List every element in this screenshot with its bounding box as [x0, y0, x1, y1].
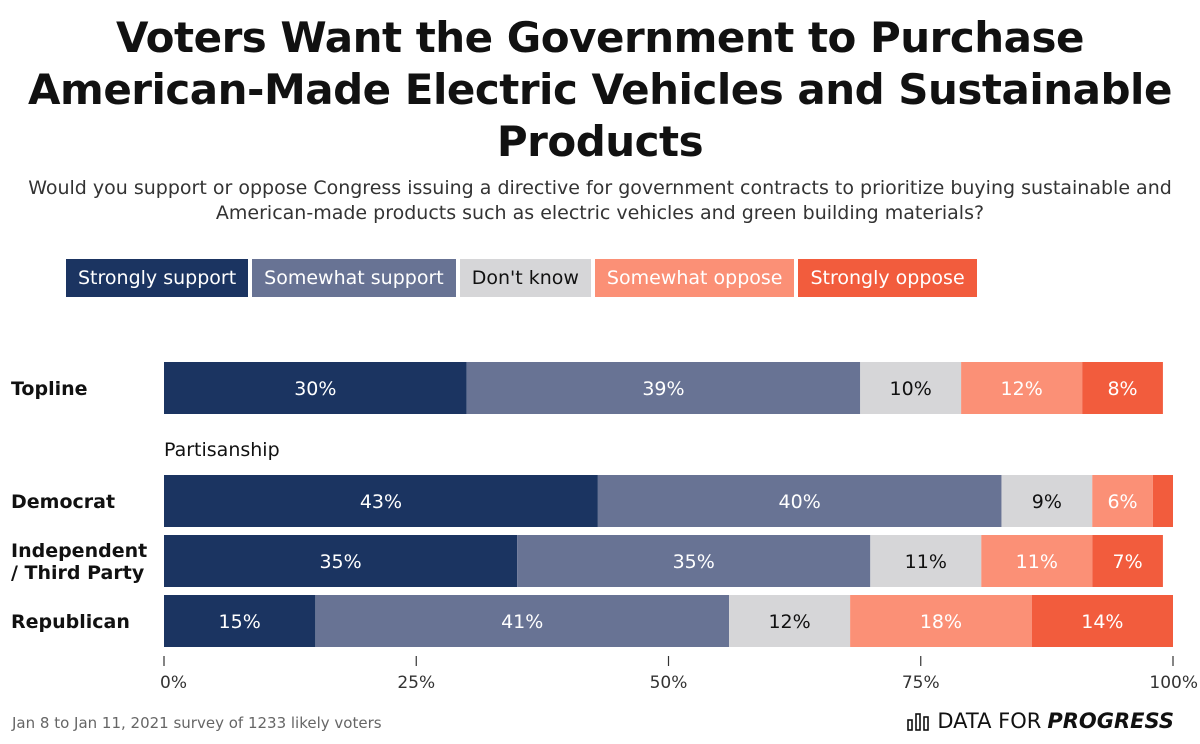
- chart-title: Voters Want the Government to Purchase A…: [28, 13, 1172, 166]
- data-label-independent-third-party-strongly-support: 35%: [319, 551, 361, 573]
- data-label-independent-third-party-strongly-oppose: 7%: [1113, 551, 1143, 573]
- bar-chart-icon: [907, 713, 930, 731]
- bar-topline-somewhat-oppose: [961, 362, 1083, 414]
- brand-logo: DATA FOR PROGRESS: [907, 709, 1174, 733]
- category-label-democrat: Democrat: [11, 491, 115, 513]
- x-tick-label-25: 25%: [397, 673, 435, 693]
- brand-text-bold: PROGRESS: [1047, 709, 1174, 733]
- legend: Strongly support Somewhat support Don't kn…: [66, 259, 977, 297]
- legend-item-strongly-oppose: Strongly oppose: [798, 259, 977, 297]
- bar-democrat-strongly-oppose: [1152, 475, 1173, 527]
- bar-republican-strongly-support: [164, 595, 316, 647]
- category-label-independent-third-party: Independent / Third Party: [11, 540, 147, 584]
- survey-footnote: Jan 8 to Jan 11, 2021 survey of 1233 lik…: [12, 714, 382, 732]
- data-label-democrat-strongly-support: 43%: [360, 491, 402, 513]
- bar-topline-don-t-know: [860, 362, 962, 414]
- data-label-topline-don-t-know: 10%: [890, 378, 932, 400]
- bar-independent-third-party-strongly-oppose: [1092, 535, 1163, 587]
- data-label-topline-somewhat-oppose: 12%: [1001, 378, 1043, 400]
- bar-topline-strongly-support: [164, 362, 467, 414]
- legend-item-somewhat-oppose: Somewhat oppose: [594, 259, 795, 297]
- bar-republican-somewhat-oppose: [850, 595, 1032, 647]
- chart-subtitle: Would you support or oppose Congress iss…: [28, 177, 1172, 224]
- data-label-topline-somewhat-support: 39%: [642, 378, 684, 400]
- brand-text: DATA FOR: [937, 709, 1042, 733]
- x-tick-label-75: 75%: [902, 673, 940, 693]
- x-tick-label-100: 100%: [1149, 673, 1198, 693]
- data-label-republican-don-t-know: 12%: [768, 611, 810, 633]
- data-label-democrat-somewhat-oppose: 6%: [1107, 491, 1137, 513]
- bar-republican-somewhat-support: [315, 595, 730, 647]
- data-label-independent-third-party-somewhat-oppose: 11%: [1016, 551, 1058, 573]
- data-label-republican-strongly-support: 15%: [219, 611, 261, 633]
- bar-independent-third-party-somewhat-oppose: [981, 535, 1093, 587]
- data-label-topline-strongly-support: 30%: [294, 378, 336, 400]
- data-label-republican-strongly-oppose: 14%: [1081, 611, 1123, 633]
- bar-independent-third-party-strongly-support: [164, 535, 518, 587]
- x-tick-label-50: 50%: [650, 673, 688, 693]
- bar-independent-third-party-somewhat-support: [517, 535, 871, 587]
- bar-topline-strongly-oppose: [1082, 362, 1163, 414]
- category-label-republican: Republican: [11, 611, 130, 633]
- legend-item-don-t-know: Don't know: [459, 259, 591, 297]
- legend-item-strongly-support: Strongly support: [66, 259, 249, 297]
- data-label-democrat-don-t-know: 9%: [1032, 491, 1062, 513]
- bar-independent-third-party-don-t-know: [870, 535, 982, 587]
- bar-democrat-strongly-support: [164, 475, 598, 527]
- bar-democrat-somewhat-oppose: [1092, 475, 1153, 527]
- legend-item-somewhat-support: Somewhat support: [252, 259, 456, 297]
- bar-republican-don-t-know: [729, 595, 851, 647]
- bar-democrat-don-t-know: [1001, 475, 1093, 527]
- data-label-republican-somewhat-oppose: 18%: [920, 611, 962, 633]
- bar-topline-somewhat-support: [466, 362, 861, 414]
- x-tick-label-0: 0%: [160, 673, 187, 693]
- data-label-democrat-somewhat-support: 40%: [779, 491, 821, 513]
- category-label-topline: Topline: [11, 378, 88, 400]
- group-label-partisanship: Partisanship: [164, 439, 280, 461]
- bar-democrat-somewhat-support: [597, 475, 1002, 527]
- data-label-topline-strongly-oppose: 8%: [1107, 378, 1137, 400]
- data-label-independent-third-party-don-t-know: 11%: [905, 551, 947, 573]
- bar-republican-strongly-oppose: [1031, 595, 1173, 647]
- data-label-republican-somewhat-support: 41%: [501, 611, 543, 633]
- data-label-independent-third-party-somewhat-support: 35%: [673, 551, 715, 573]
